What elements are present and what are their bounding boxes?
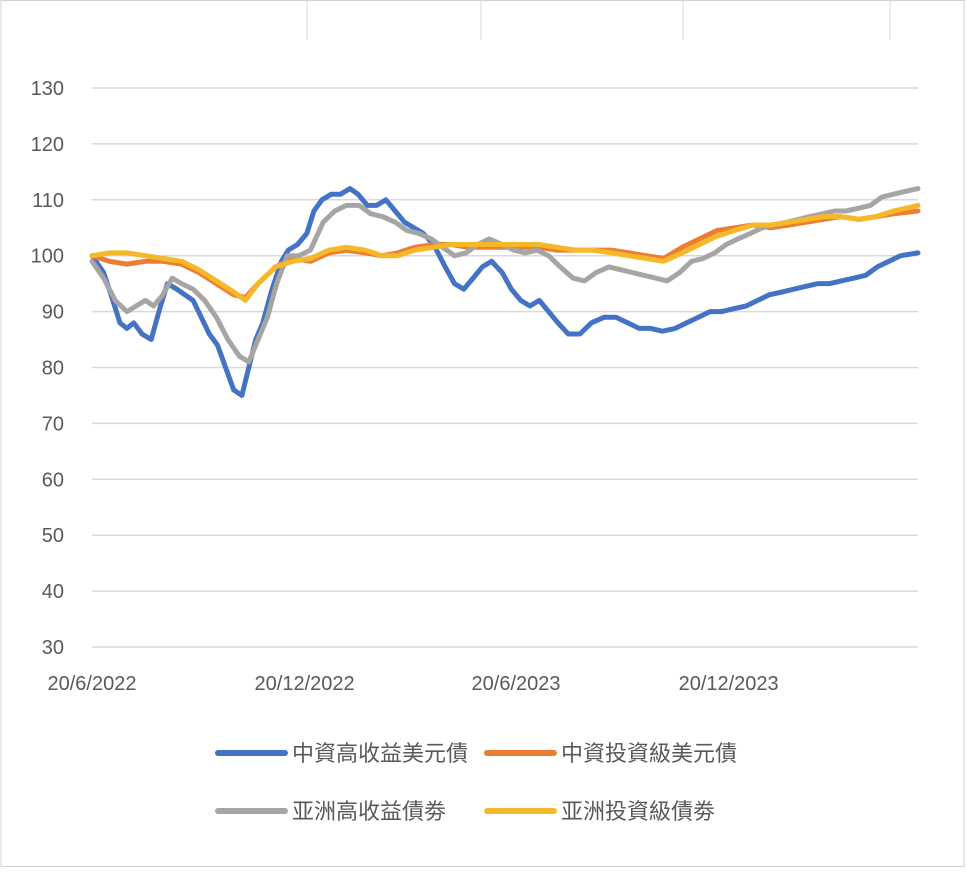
legend-item: 亚洲高收益債劵 bbox=[215, 799, 446, 824]
y-tick-label: 120 bbox=[31, 134, 64, 156]
y-tick-label: 90 bbox=[42, 302, 64, 324]
legend-label: 中資高收益美元債 bbox=[292, 741, 468, 766]
series-line-0 bbox=[89, 186, 921, 398]
y-tick-label: 70 bbox=[42, 413, 64, 435]
y-tick-label: 130 bbox=[31, 78, 64, 100]
legend-label: 亚洲高收益債劵 bbox=[292, 799, 446, 824]
legend-item: 中資高收益美元債 bbox=[215, 741, 468, 766]
y-tick-label: 80 bbox=[42, 358, 64, 380]
y-tick-label: 60 bbox=[42, 469, 64, 491]
series-line-3 bbox=[89, 202, 921, 303]
y-tick-label: 40 bbox=[42, 581, 64, 603]
x-tick-label: 20/6/2022 bbox=[48, 673, 137, 695]
gridlines bbox=[92, 87, 918, 648]
x-tick-label: 20/12/2023 bbox=[679, 673, 779, 695]
y-tick-label: 30 bbox=[42, 637, 64, 659]
legend-item: 亚洲投資級債劵 bbox=[484, 799, 715, 824]
legend-item: 中資投資級美元債 bbox=[484, 741, 737, 766]
y-tick-label: 110 bbox=[32, 190, 64, 212]
x-tick-label: 20/12/2022 bbox=[255, 673, 355, 695]
y-tick-label: 100 bbox=[31, 246, 64, 268]
x-axis-ticks: 20/6/2022 20/12/2022 20/6/2023 20/12/2023 bbox=[48, 673, 779, 695]
legend-label: 中資投資級美元債 bbox=[561, 741, 737, 766]
y-tick-label: 50 bbox=[42, 525, 64, 547]
legend-label: 亚洲投資級債劵 bbox=[561, 799, 715, 824]
x-tick-label: 20/6/2023 bbox=[472, 673, 561, 695]
y-axis-ticks: 130 120 110 100 90 80 70 60 50 40 30 bbox=[31, 78, 64, 659]
series-lines bbox=[89, 186, 921, 398]
cell-dividers bbox=[306, 0, 891, 40]
